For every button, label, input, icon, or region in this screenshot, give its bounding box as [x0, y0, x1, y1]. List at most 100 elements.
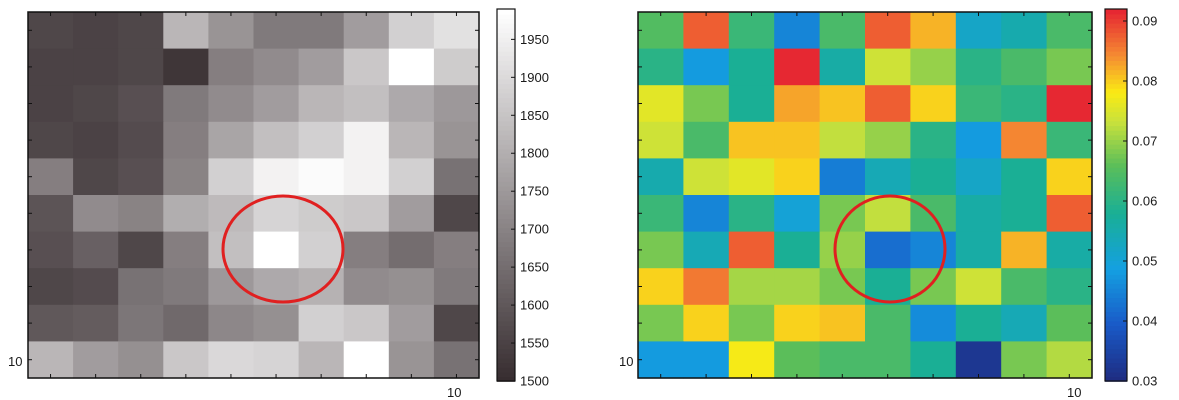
heatmap-cell	[819, 85, 866, 123]
heatmap-cell	[298, 341, 345, 379]
colorbar-segment	[1105, 78, 1127, 85]
colorbar-segment	[497, 376, 515, 382]
colorbar-segment	[497, 329, 515, 336]
colorbar-segment	[497, 297, 515, 303]
heatmap-cell	[73, 158, 119, 196]
heatmap-cell	[163, 268, 209, 306]
heatmap-cell	[73, 231, 119, 269]
heatmap-cell	[728, 121, 775, 159]
colorbar-segment	[1105, 218, 1127, 224]
heatmap-cell	[819, 121, 866, 159]
colorbar-segment	[1105, 60, 1127, 66]
colorbar-segment	[497, 371, 515, 378]
heatmap-cell	[638, 195, 684, 233]
colorbar-segment	[497, 153, 515, 159]
heatmap-cell	[910, 158, 957, 196]
heatmap-cell	[28, 268, 74, 306]
colorbar-segment	[497, 111, 515, 117]
heatmap-cell	[28, 48, 74, 86]
heatmap-cell	[118, 12, 164, 50]
colorbar-tick-label: 1500	[520, 374, 549, 389]
heatmap-cell	[638, 268, 684, 306]
colorbar-tick-label: 1600	[520, 298, 549, 313]
heatmap-cell	[819, 158, 866, 196]
colorbar-segment	[1105, 129, 1127, 136]
heatmap-cell	[728, 12, 775, 50]
heatmap-cell	[955, 341, 1002, 379]
colorbar-segment	[1105, 36, 1127, 43]
heatmap-cell	[1046, 231, 1093, 269]
heatmap-cell	[118, 231, 164, 269]
colorbar-segment	[1105, 148, 1127, 154]
heatmap-cell	[343, 341, 390, 379]
colorbar-segment	[1105, 115, 1127, 122]
color-heatmap-x-tick-label: 10	[1067, 385, 1081, 400]
colorbar-segment	[1105, 157, 1127, 164]
heatmap-cell	[163, 12, 209, 50]
heatmap-cell	[910, 12, 957, 50]
colorbar-segment	[497, 148, 515, 154]
heatmap-cell	[343, 121, 390, 159]
heatmap-cell	[253, 341, 300, 379]
colorbar-segment	[497, 241, 515, 247]
grayscale-colorbar	[497, 9, 515, 382]
colorbar-segment	[497, 115, 515, 122]
heatmap-cell	[955, 48, 1002, 86]
heatmap-cell	[819, 12, 866, 50]
heatmap-cell	[774, 121, 821, 159]
colorbar-segment	[1105, 22, 1127, 29]
colorbar-segment	[1105, 264, 1127, 271]
colorbar-segment	[497, 74, 515, 80]
colorbar-segment	[1105, 46, 1127, 52]
grayscale-heatmap-x-tick-label: 10	[447, 385, 461, 400]
heatmap-cell	[865, 12, 911, 50]
heatmap-cell	[683, 304, 730, 342]
heatmap-cell	[208, 48, 255, 86]
heatmap-cell	[433, 12, 480, 50]
colorbar-segment	[497, 190, 515, 196]
colorbar-segment	[1105, 9, 1127, 15]
colorbar-segment	[1105, 50, 1127, 57]
heatmap-cell	[819, 304, 866, 342]
grayscale-highlight-ellipse	[221, 194, 345, 304]
heatmap-cell	[343, 268, 390, 306]
heatmap-cell	[253, 12, 300, 50]
heatmap-cell	[638, 48, 684, 86]
heatmap-cell	[253, 121, 300, 159]
heatmap-cell	[728, 341, 775, 379]
colorbar-segment	[1105, 106, 1127, 113]
heatmap-cell	[118, 268, 164, 306]
heatmap-cell	[1001, 304, 1048, 342]
heatmap-cell	[118, 304, 164, 342]
colorbar-segment	[1105, 334, 1127, 340]
heatmap-cell	[343, 195, 390, 233]
heatmap-cell	[683, 158, 730, 196]
heatmap-cell	[1001, 48, 1048, 86]
heatmap-cell	[298, 158, 345, 196]
heatmap-cell	[1001, 268, 1048, 306]
heatmap-cell	[865, 85, 911, 123]
colorbar-segment	[497, 134, 515, 140]
colorbar-segment	[1105, 292, 1127, 299]
colorbar-segment	[497, 306, 515, 313]
colorbar-segment	[497, 162, 515, 168]
heatmap-cell	[683, 121, 730, 159]
grayscale-heatmap-cells	[28, 12, 480, 379]
colorbar-tick-label: 1850	[520, 108, 549, 123]
heatmap-cell	[73, 121, 119, 159]
colorbar-segment	[497, 143, 515, 150]
colorbar-segment	[497, 260, 515, 266]
heatmap-cell	[433, 158, 480, 196]
heatmap-cell	[1046, 341, 1093, 379]
colorbar-segment	[1105, 199, 1127, 206]
colorbar-segment	[1105, 362, 1127, 368]
heatmap-cell	[638, 304, 684, 342]
colorbar-segment	[1105, 69, 1127, 75]
heatmap-cell	[208, 158, 255, 196]
heatmap-cell	[433, 304, 480, 342]
colorbar-tick-label: 1750	[520, 184, 549, 199]
colorbar-segment	[497, 208, 515, 215]
colorbar-tick-label: 1550	[520, 336, 549, 351]
color-heatmap-y-tick-label: 10	[619, 354, 633, 369]
